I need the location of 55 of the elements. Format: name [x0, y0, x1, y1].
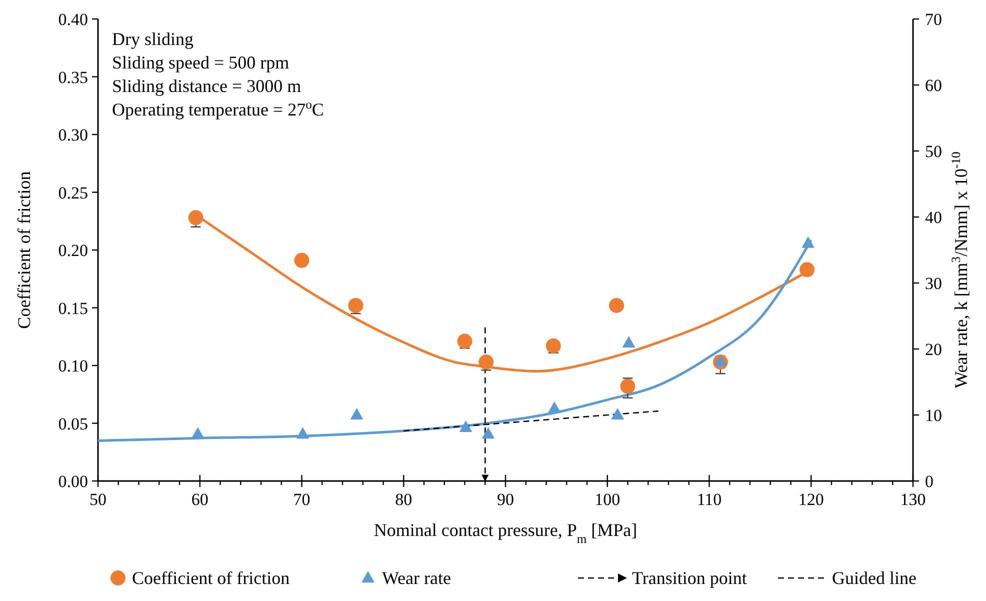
point: [296, 427, 310, 439]
point: [478, 354, 494, 370]
x-tick-label: 110: [696, 490, 722, 509]
y-tick-label: 0.40: [58, 10, 88, 29]
annotation: Operating temperatue = 27$^{o}$C: [112, 98, 324, 120]
point: [802, 236, 815, 248]
point: [800, 262, 815, 278]
y-tick-label: 0.35: [58, 68, 88, 87]
point: [457, 334, 472, 349]
legend-label: Wear rate: [382, 568, 452, 588]
legend-label: Coefficient of friction: [132, 568, 290, 588]
y2-tick-label: 30: [925, 274, 942, 293]
y-tick-label: 0.10: [58, 356, 88, 376]
y2-tick-label: 10: [925, 406, 942, 425]
point: [622, 336, 636, 348]
y2-tick-label: 0: [925, 472, 934, 491]
point: [611, 408, 624, 420]
x-tick-label: 60: [191, 490, 208, 509]
y2-tick-label: 60: [925, 76, 942, 95]
x-tick-label: 100: [594, 490, 620, 509]
point: [482, 427, 495, 439]
point: [294, 252, 310, 268]
y-tick-label: 0.20: [58, 241, 88, 260]
y-axis-title: Coefficient of friction: [14, 171, 34, 329]
x-tick-label: 70: [293, 490, 310, 509]
x-tick-label: 80: [395, 490, 412, 509]
y2-tick-label: 40: [925, 208, 942, 227]
annotation: Sliding speed = 500 rpm: [112, 52, 290, 72]
legend-label: Transition point: [632, 568, 747, 588]
y-tick-label: 0.25: [58, 183, 88, 202]
point: [350, 408, 364, 420]
y-tick-label: 0.15: [58, 298, 88, 318]
y2-tick-label: 50: [925, 142, 942, 161]
x-tick-label: 120: [798, 490, 824, 509]
y-tick-label: 0.05: [58, 414, 88, 434]
y2-tick-label: 20: [925, 340, 942, 359]
x-tick-label: 50: [90, 490, 106, 509]
x-tick-label: 130: [900, 490, 926, 509]
point: [188, 210, 204, 226]
annotation: Dry sliding: [112, 29, 194, 49]
point: [191, 427, 204, 439]
x-tick-label: 90: [497, 490, 514, 509]
point: [620, 378, 636, 394]
point: [459, 420, 472, 432]
point: [714, 354, 727, 366]
y-tick-label: 0.00: [58, 472, 88, 491]
point: [609, 298, 624, 313]
x-axis-title: Nominal contact pressure, P$_{m}$ [MPa]: [374, 520, 638, 546]
legend-label: Guided line: [832, 568, 916, 588]
point: [546, 338, 561, 354]
point: [548, 401, 561, 413]
annotation: Sliding distance = 3000 m: [112, 76, 302, 96]
point: [348, 298, 364, 313]
y-tick-label: 0.30: [58, 126, 88, 144]
y2-tick-label: 70: [925, 10, 942, 29]
